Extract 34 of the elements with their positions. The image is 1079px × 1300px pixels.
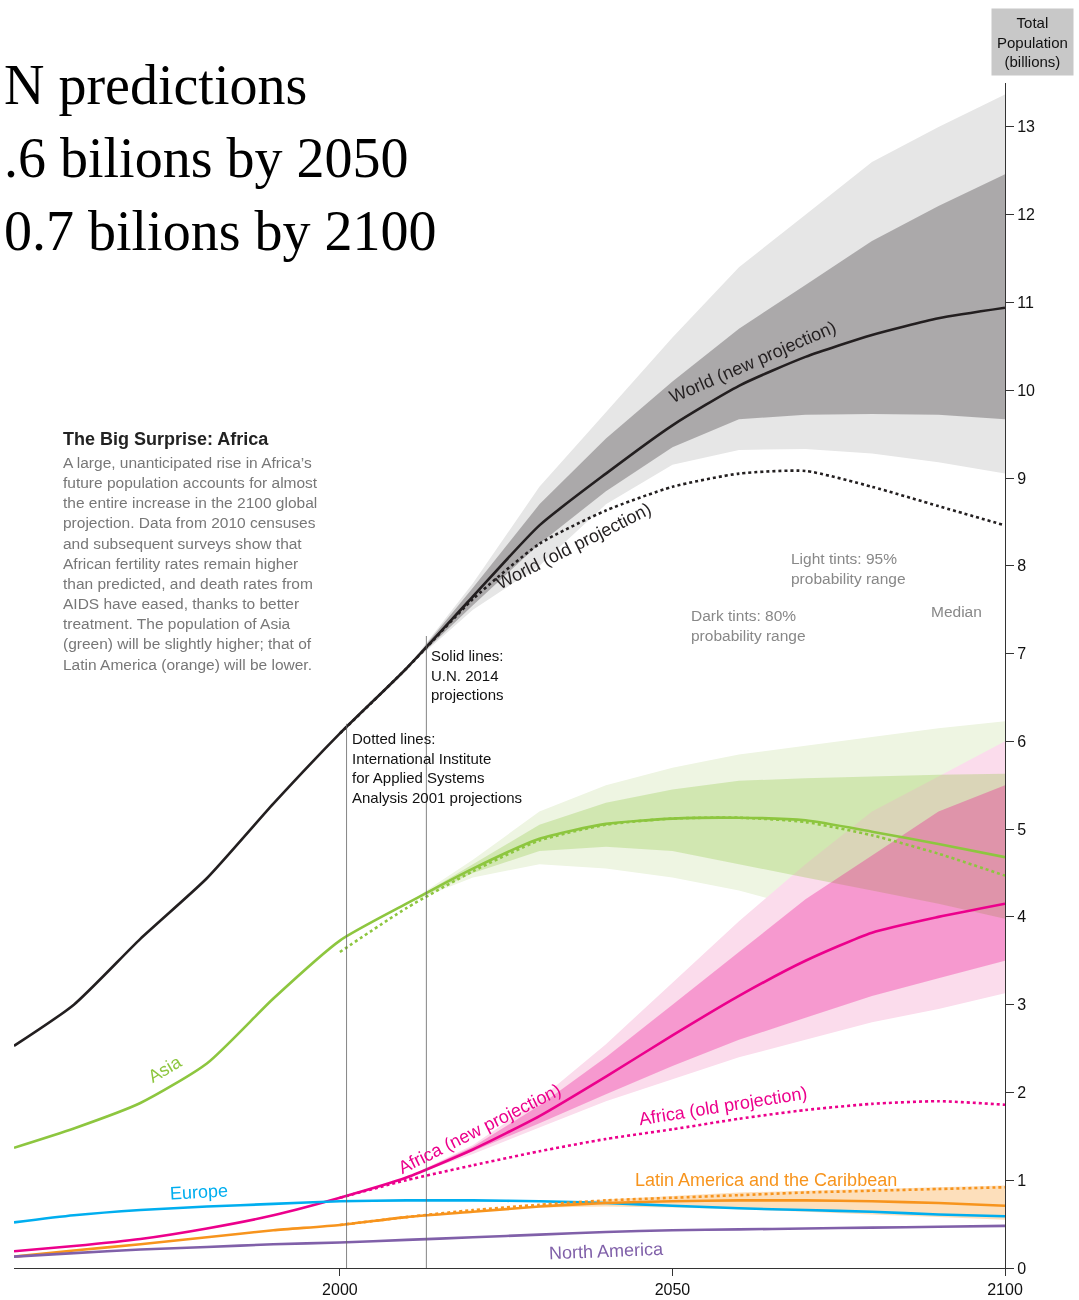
text: A large, unanticipated rise in Africa’s future population accounts for almost the entire increase in the 2100 global projection. Data from 2010 censuses and subsequent surveys show that African fertility rates remain higher than predicted, and death rates from AIDS have eased, thanks to better treatment. The population of Asia (green) will be slightly higher; that of Latin America (orange) will be lower. <box>63 454 318 673</box>
y-tick-label: 10 <box>1017 381 1036 399</box>
annotation: The Big Surprise: Africa <box>63 429 270 449</box>
y-tick-label: 2 <box>1017 1084 1027 1102</box>
y-axis-title: Total Population (billions) <box>997 14 1068 70</box>
line-series <box>14 1224 1005 1258</box>
text: N predictions .6 bilions by 2050 0.7 bilions by 2100 <box>4 54 437 262</box>
x-tick-label: 2100 <box>987 1281 1023 1299</box>
y-tick-label: 11 <box>1017 294 1034 312</box>
y-tick-label: 8 <box>1017 557 1027 575</box>
line-series <box>14 1199 1005 1224</box>
x-tick-label: 2000 <box>322 1281 358 1299</box>
x-tick-label: 2050 <box>654 1281 691 1299</box>
annotation: Median <box>931 603 982 620</box>
y-tick-label: 12 <box>1017 206 1036 224</box>
text: Africa (old projection) <box>637 1082 809 1130</box>
y-tick-label: 3 <box>1017 996 1027 1014</box>
y-tick-label: 6 <box>1017 732 1027 750</box>
ref-line-label: Solid lines: U.N. 2014 projections <box>431 647 504 703</box>
y-tick-label: 1 <box>1017 1171 1027 1189</box>
y-tick-label: 5 <box>1017 820 1027 838</box>
y-tick-label: 4 <box>1017 908 1027 926</box>
y-tick-label: 0 <box>1017 1259 1027 1277</box>
ref-line-label: Dotted lines: International Institute for Applied Systems Analysis 2001 projections <box>352 730 523 806</box>
series-label: North America <box>548 1238 665 1264</box>
annotation: Light tints: 95% probability range <box>791 550 906 588</box>
y-tick-label: 7 <box>1017 645 1027 663</box>
series-label: Europe <box>169 1180 229 1204</box>
series-label: Latin America and the Caribbean <box>635 1170 898 1190</box>
annotation: Dark tints: 80% probability range <box>691 607 806 645</box>
y-tick-label: 13 <box>1017 118 1036 136</box>
line-series <box>14 306 1005 1048</box>
y-tick-label: 9 <box>1017 469 1027 487</box>
text: Asia <box>144 1051 186 1087</box>
